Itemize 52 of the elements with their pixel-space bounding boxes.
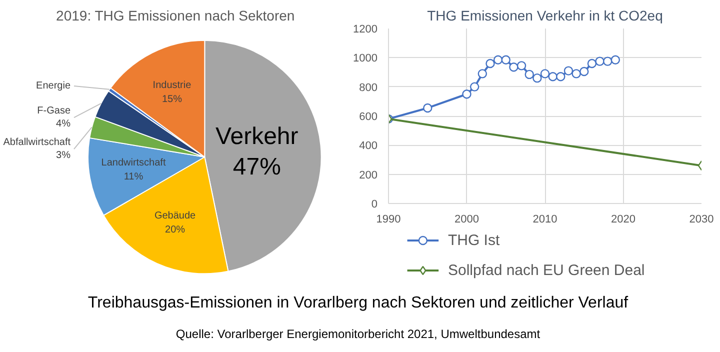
y-tick-label: 400 [359,140,378,152]
point [516,61,526,70]
x-tick-label: 2020 [611,214,636,226]
point [548,72,558,82]
data-label: 11% [124,171,144,182]
y-tick-label: 200 [359,169,378,182]
slice-label: Abfallwirtschaft [3,137,71,148]
point [532,73,542,83]
y-tick-label: 0 [371,198,378,210]
data-label: 4% [56,118,71,130]
point [564,66,574,76]
legend-label: THG Ist [448,232,500,249]
y-tick-label: 800 [359,82,378,94]
point [587,58,597,68]
point [486,58,495,68]
data-label: 47% [232,153,281,180]
data-label: 3% [56,150,71,161]
point [524,70,534,80]
slice-label: Landwirtschaft [101,157,166,168]
point [540,69,550,78]
x-tick-label: 1990 [376,214,401,226]
point [423,103,432,113]
slice-label: F-Gase [37,106,71,117]
chart-title: 2019: THG Emissionen nach Sektoren [56,8,295,24]
point [509,62,518,72]
slice-label: Verkehr [216,122,298,150]
point [470,82,480,92]
legend-label: Sollpfad nach EU Green Deal [448,262,645,279]
point [478,69,487,78]
point [462,90,472,99]
x-tick-label: 2030 [689,214,714,226]
slice-label: Energie [36,80,71,92]
point [493,55,503,64]
point [610,55,620,64]
point [572,69,581,78]
point [603,56,612,66]
point [595,56,604,66]
text: Treibhausgas-Emissionen in Vorarlberg nach Sektoren und zeitlicher Verlauf [88,294,629,312]
point [501,55,510,64]
y-tick-label: 1000 [353,52,378,65]
x-tick-label: 2010 [532,214,558,226]
slice-label: Industrie [152,80,192,91]
data-label: 20% [165,224,186,236]
point [580,66,589,76]
chart-title: THG Emissionen Verkehr in kt CO2eq [427,8,663,24]
slice-label: Gebäude [154,210,196,222]
source-note: Quelle: Vorarlberger Energiemonitorbericht 2021, Umweltbundesamt [176,326,541,341]
x-tick-label: 2000 [454,214,479,226]
data-label: 15% [162,94,182,105]
y-tick-label: 1200 [353,24,378,36]
point [556,72,566,82]
y-tick-label: 600 [359,111,378,123]
